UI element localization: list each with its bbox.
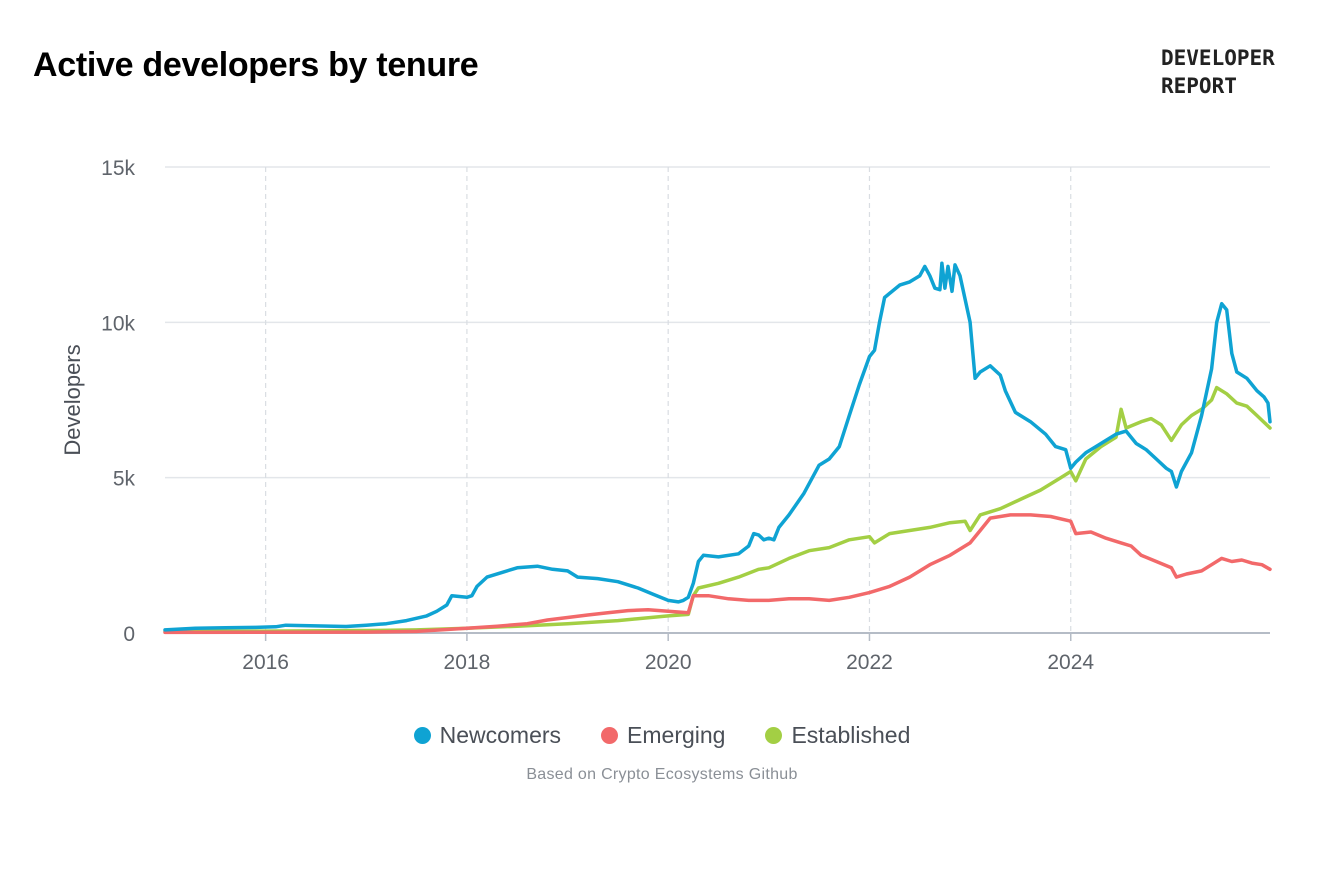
brand-logo: DEVELOPER REPORT <box>1161 44 1291 100</box>
x-tick-label: 2020 <box>645 651 692 674</box>
legend-label: Emerging <box>627 722 726 748</box>
x-tick-label: 2016 <box>242 651 289 674</box>
y-tick-label: 10k <box>101 312 135 335</box>
page-title: Active developers by tenure <box>33 46 479 84</box>
legend-label: Newcomers <box>439 722 562 748</box>
chart-grid <box>165 166 1270 633</box>
chart-legend: Newcomers Emerging Established <box>0 722 1324 749</box>
series-line-emerging <box>163 513 1272 635</box>
chart-area: 0 5k 10k 15k 2016 2018 2020 2022 2024 Developers <box>60 157 1272 674</box>
series-line-newcomers <box>163 261 1272 632</box>
brand-line-1: DEVELOPER <box>1161 46 1275 70</box>
legend-item-newcomers[interactable]: Newcomers <box>413 722 562 749</box>
chart-axes: 0 5k 10k 15k 2016 2018 2020 2022 2024 <box>101 157 1270 674</box>
source-note: Based on Crypto Ecosystems Github <box>526 766 798 783</box>
y-tick-label: 5k <box>113 468 136 491</box>
legend-dot-icon <box>413 727 431 744</box>
brand-line-2: REPORT <box>1161 74 1237 98</box>
legend-label: Established <box>791 722 911 748</box>
y-tick-label: 15k <box>101 157 135 180</box>
y-axis-label: Developers <box>60 344 85 455</box>
legend-dot-icon <box>601 727 619 744</box>
series-line-established <box>163 385 1272 634</box>
x-tick-label: 2018 <box>444 651 491 674</box>
legend-item-established[interactable]: Established <box>765 722 910 749</box>
y-tick-label: 0 <box>123 623 135 646</box>
x-tick-label: 2022 <box>846 651 893 674</box>
legend-dot-icon <box>765 727 783 744</box>
x-tick-label: 2024 <box>1047 651 1094 674</box>
chart-series <box>163 261 1272 635</box>
legend-item-emerging[interactable]: Emerging <box>601 722 725 749</box>
